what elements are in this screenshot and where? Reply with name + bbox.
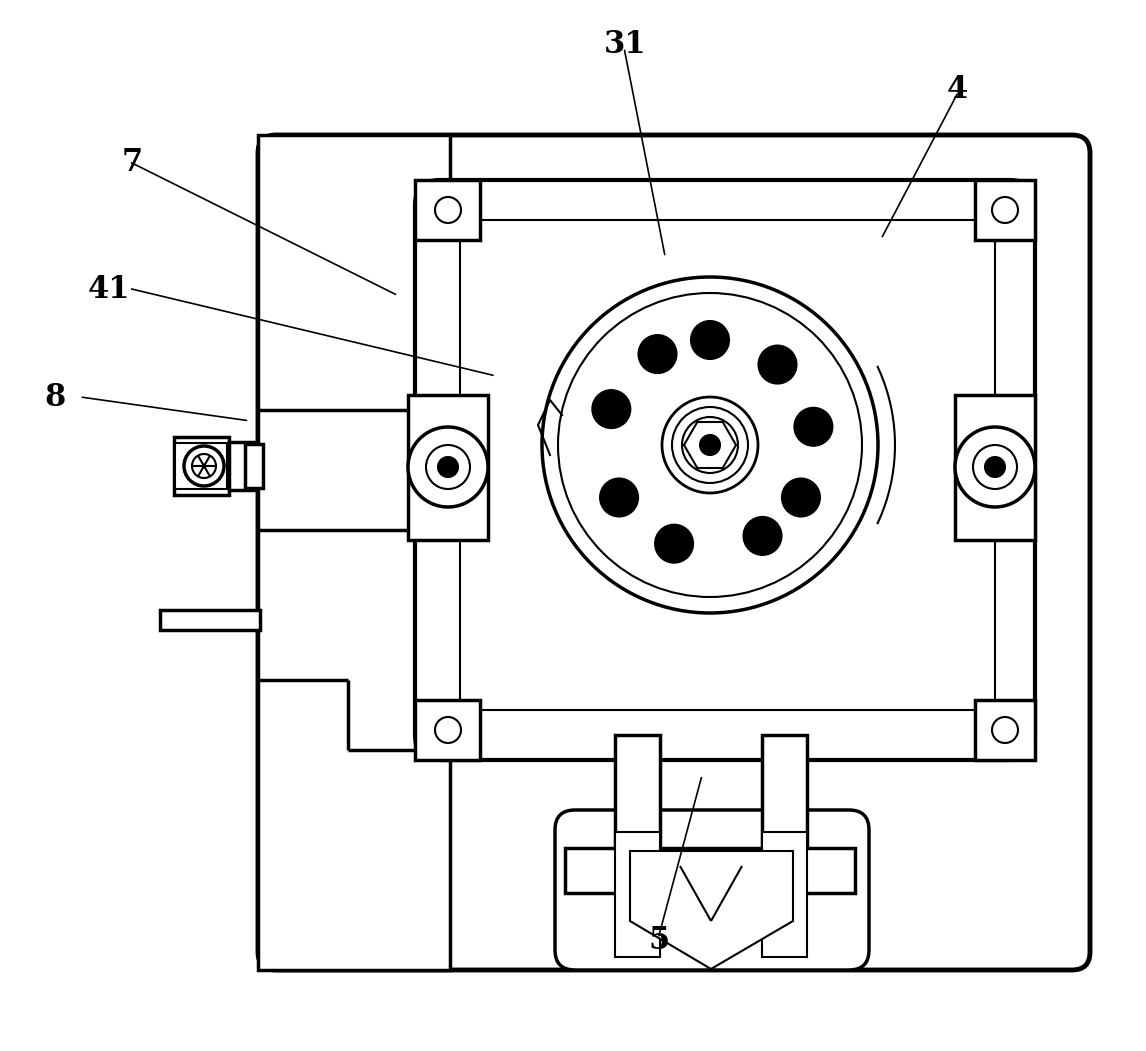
- Circle shape: [672, 407, 748, 483]
- Circle shape: [542, 277, 878, 613]
- Circle shape: [992, 717, 1018, 743]
- Circle shape: [592, 390, 630, 428]
- Bar: [975, 180, 1035, 240]
- Bar: [415, 700, 480, 760]
- Text: 8: 8: [45, 382, 65, 413]
- Bar: [258, 410, 450, 970]
- Bar: [565, 848, 855, 893]
- Bar: [160, 610, 260, 630]
- Circle shape: [955, 427, 1035, 507]
- Bar: [175, 444, 227, 489]
- Bar: [762, 735, 807, 880]
- Bar: [408, 395, 488, 540]
- FancyBboxPatch shape: [555, 810, 869, 970]
- Circle shape: [691, 321, 729, 359]
- Circle shape: [759, 346, 796, 384]
- Circle shape: [638, 335, 676, 373]
- Circle shape: [744, 517, 782, 555]
- Bar: [415, 180, 480, 240]
- Text: 4: 4: [947, 74, 967, 105]
- Circle shape: [986, 457, 1005, 477]
- Bar: [174, 437, 229, 495]
- Circle shape: [992, 197, 1018, 223]
- FancyBboxPatch shape: [258, 135, 1090, 970]
- Text: 7: 7: [121, 147, 142, 179]
- Circle shape: [973, 445, 1017, 489]
- Bar: [229, 442, 257, 490]
- Circle shape: [408, 427, 488, 507]
- Polygon shape: [630, 851, 793, 969]
- Circle shape: [700, 435, 720, 455]
- Circle shape: [601, 478, 638, 516]
- Bar: [955, 395, 1035, 540]
- Text: 5: 5: [649, 925, 669, 956]
- Circle shape: [682, 417, 738, 473]
- Circle shape: [558, 293, 862, 597]
- Bar: [975, 700, 1035, 760]
- Circle shape: [438, 457, 458, 477]
- Bar: [615, 832, 660, 957]
- Circle shape: [662, 397, 758, 493]
- Circle shape: [435, 197, 461, 223]
- Circle shape: [656, 524, 693, 562]
- Circle shape: [193, 454, 215, 478]
- FancyBboxPatch shape: [415, 180, 1035, 760]
- Bar: [762, 832, 807, 957]
- Bar: [258, 135, 450, 526]
- Circle shape: [426, 445, 470, 489]
- Bar: [245, 444, 262, 488]
- Bar: [615, 735, 660, 880]
- Circle shape: [435, 717, 461, 743]
- FancyBboxPatch shape: [460, 220, 995, 710]
- Text: 31: 31: [603, 28, 646, 60]
- Circle shape: [185, 446, 223, 486]
- Circle shape: [782, 478, 819, 516]
- Text: 41: 41: [88, 273, 129, 305]
- Circle shape: [794, 408, 832, 446]
